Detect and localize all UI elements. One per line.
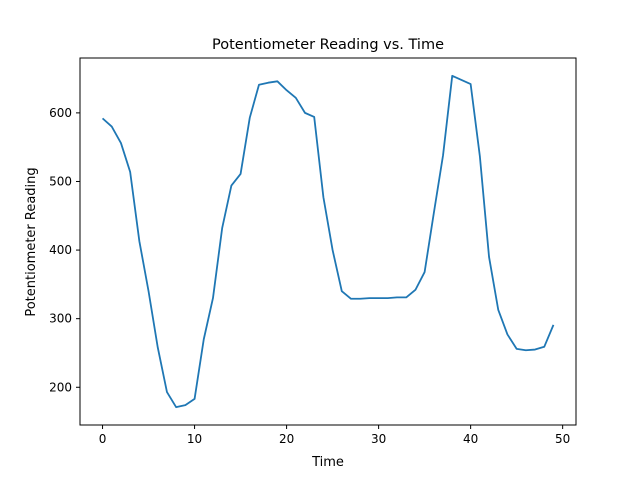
y-tick-label: 300 xyxy=(49,312,72,326)
axes-frame xyxy=(79,57,577,426)
plot-area xyxy=(101,74,555,409)
series-line-0 xyxy=(101,74,555,409)
x-tick-label: 30 xyxy=(371,432,386,446)
x-tick-label: 20 xyxy=(279,432,294,446)
x-tick-label: 40 xyxy=(463,432,478,446)
y-tick-label: 400 xyxy=(49,243,72,257)
y-tick-label: 500 xyxy=(49,174,72,188)
y-tick-label: 600 xyxy=(49,106,72,120)
y-tick-label: 200 xyxy=(49,380,72,394)
y-axis-label: Potentiometer Reading xyxy=(24,167,39,316)
x-tick-label: 50 xyxy=(555,432,570,446)
x-tick-label: 10 xyxy=(187,432,202,446)
axis-ticks: 0 10 20 30 40 50 200 300 400 500 600 xyxy=(49,106,570,446)
x-tick-label: 0 xyxy=(99,432,107,446)
x-axis-label: Time xyxy=(311,455,344,470)
chart-title: Potentiometer Reading vs. Time xyxy=(212,37,444,53)
